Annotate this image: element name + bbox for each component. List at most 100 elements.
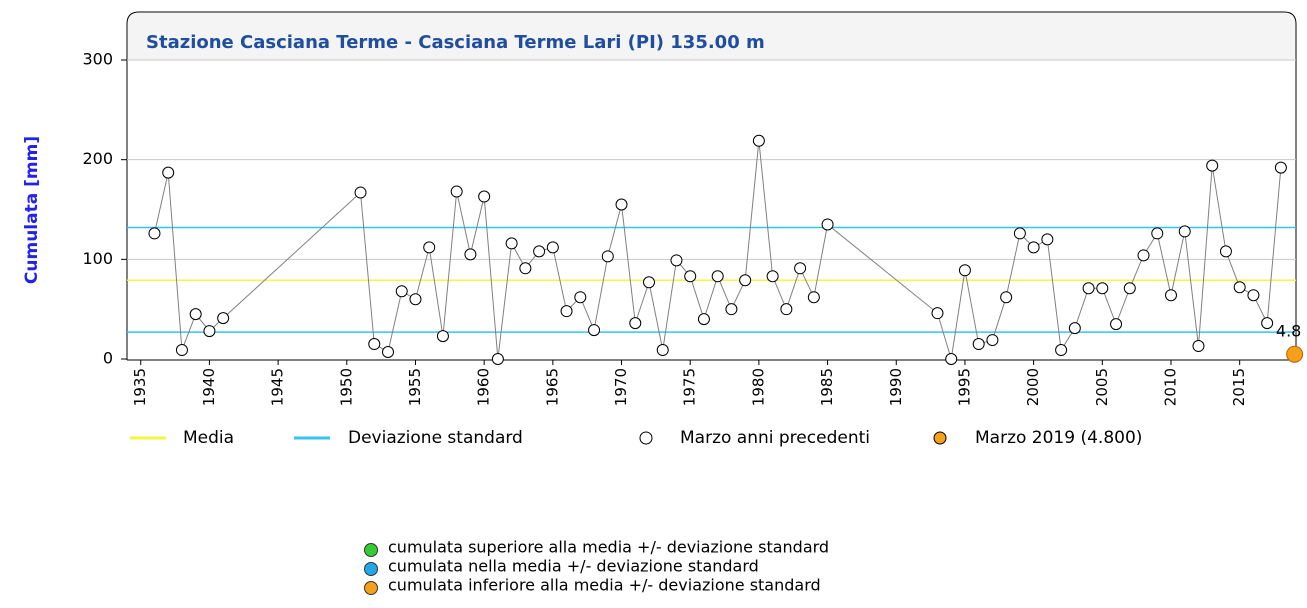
x-tick-label: 1975 xyxy=(681,368,699,406)
data-point xyxy=(766,270,779,283)
data-point xyxy=(175,344,188,357)
data-point xyxy=(1178,225,1191,238)
data-point xyxy=(560,305,573,318)
note-swatch xyxy=(364,581,378,595)
x-tick-label: 1965 xyxy=(543,368,561,406)
data-point xyxy=(1013,227,1026,240)
x-tick-label: 1955 xyxy=(406,368,424,406)
x-tick-label: 1945 xyxy=(269,368,287,406)
x-tick-label: 1995 xyxy=(955,368,973,406)
data-point xyxy=(1027,241,1040,254)
data-point xyxy=(464,248,477,261)
data-point xyxy=(381,346,394,359)
y-axis-label: Cumulata [mm] xyxy=(22,136,42,284)
data-point xyxy=(986,334,999,347)
note-text: cumulata nella media +/- deviazione stan… xyxy=(388,557,759,576)
x-tick-label: 1950 xyxy=(337,368,355,406)
data-point xyxy=(615,198,628,211)
data-point xyxy=(148,227,161,240)
note-text: cumulata superiore alla media +/- deviaz… xyxy=(388,538,829,557)
plot-frame xyxy=(126,11,1297,360)
chart-title: Stazione Casciana Terme - Casciana Terme… xyxy=(146,32,765,53)
data-point xyxy=(752,134,765,147)
legend-label: Media xyxy=(183,428,234,448)
data-point xyxy=(1000,291,1013,304)
legend-label: Marzo 2019 (4.800) xyxy=(975,428,1142,448)
x-tick-label: 1935 xyxy=(131,368,149,406)
data-point xyxy=(794,262,807,275)
legend-swatch xyxy=(639,431,653,445)
data-point xyxy=(807,291,820,304)
data-point xyxy=(1164,289,1177,302)
data-point xyxy=(656,344,669,357)
legend-label: Deviazione standard xyxy=(348,428,523,448)
data-point xyxy=(162,166,175,179)
data-point xyxy=(1192,340,1205,353)
data-point xyxy=(739,274,752,287)
data-point xyxy=(1286,345,1304,363)
data-point xyxy=(821,218,834,231)
data-point xyxy=(354,186,367,199)
data-point xyxy=(601,250,614,263)
data-point xyxy=(395,285,408,298)
x-tick-label: 1980 xyxy=(749,368,767,406)
x-tick-label: 2000 xyxy=(1024,368,1042,406)
data-point xyxy=(1233,281,1246,294)
y-tick-label: 0 xyxy=(103,349,113,368)
data-point xyxy=(945,353,958,365)
data-point xyxy=(642,276,655,289)
note-swatch xyxy=(364,543,378,557)
data-point xyxy=(436,330,449,343)
data-point xyxy=(505,237,518,250)
data-point xyxy=(1110,318,1123,331)
data-point xyxy=(203,325,216,338)
data-point xyxy=(1219,245,1232,258)
data-point xyxy=(217,312,230,325)
data-point xyxy=(670,254,683,267)
data-point xyxy=(1274,161,1287,174)
data-point xyxy=(189,308,202,321)
data-point xyxy=(1137,249,1150,262)
note-text: cumulata inferiore alla media +/- deviaz… xyxy=(388,576,821,595)
data-point xyxy=(1055,344,1068,357)
data-point xyxy=(1068,322,1081,335)
legend-label: Marzo anni precedenti xyxy=(680,428,870,448)
title-bar xyxy=(128,13,1295,60)
data-point xyxy=(1206,159,1219,172)
note-swatch xyxy=(364,562,378,576)
data-point xyxy=(1247,289,1260,302)
x-tick-label: 2015 xyxy=(1230,368,1248,406)
x-tick-label: 2005 xyxy=(1093,368,1111,406)
data-point xyxy=(588,324,601,337)
data-point xyxy=(780,303,793,316)
data-point xyxy=(711,270,724,283)
data-label: 4.8 xyxy=(1276,322,1301,341)
data-point xyxy=(409,293,422,306)
data-point xyxy=(684,270,697,283)
x-tick-label: 1940 xyxy=(200,368,218,406)
y-tick-label: 100 xyxy=(82,249,113,268)
legend-swatch xyxy=(933,431,947,445)
x-tick-label: 1960 xyxy=(475,368,493,406)
x-tick-label: 1970 xyxy=(612,368,630,406)
data-point xyxy=(1151,227,1164,240)
x-tick-label: 1985 xyxy=(818,368,836,406)
y-tick-label: 200 xyxy=(82,149,113,168)
data-point xyxy=(574,291,587,304)
data-point xyxy=(1082,282,1095,295)
data-point xyxy=(958,264,971,277)
data-point xyxy=(1123,282,1136,295)
data-point xyxy=(1261,317,1274,330)
data-point xyxy=(931,307,944,320)
x-tick-label: 1990 xyxy=(887,368,905,406)
data-point xyxy=(450,185,463,198)
data-point xyxy=(697,313,710,326)
x-tick-label: 2010 xyxy=(1161,368,1179,406)
data-point xyxy=(533,245,546,258)
data-point xyxy=(491,353,504,365)
data-point xyxy=(629,317,642,330)
data-point xyxy=(725,303,738,316)
data-point xyxy=(519,262,532,275)
data-point xyxy=(546,241,559,254)
